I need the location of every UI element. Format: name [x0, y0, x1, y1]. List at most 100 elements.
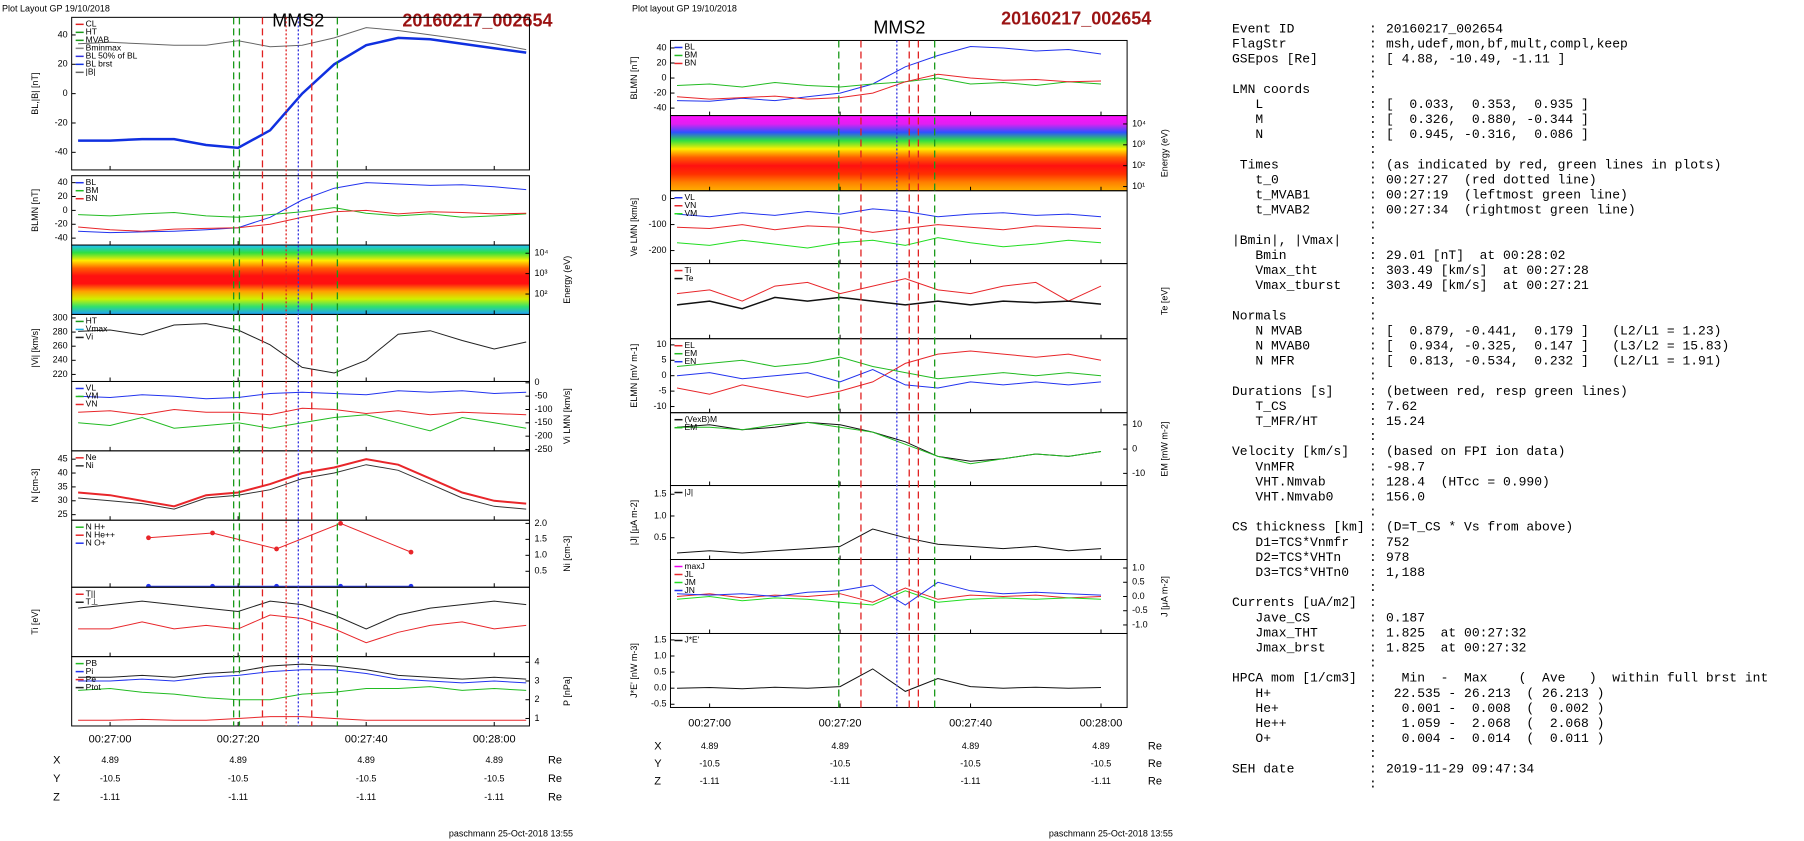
legend-label: Ni	[86, 460, 94, 470]
y-tick-label: 0.0	[1132, 591, 1145, 601]
legend-label: VL	[684, 192, 695, 202]
legend-label: HT	[86, 316, 97, 326]
y-tick-label: 260	[53, 341, 68, 351]
ephemeris-unit: Re	[1148, 758, 1162, 770]
series-line	[78, 36, 527, 150]
y-tick-label: -1.0	[1132, 619, 1148, 629]
series-line	[676, 528, 1102, 554]
x-tick-label: 00:27:00	[688, 718, 731, 730]
ephemeris-value: -1.11	[700, 776, 720, 786]
info-separator: :	[1369, 67, 1377, 82]
info-key: CS thickness [km]	[1232, 520, 1365, 535]
info-value: 0.001 - 0.008 ( 0.002 )	[1386, 701, 1604, 716]
info-value: [ 0.945, -0.316, 0.086 ]	[1386, 127, 1589, 142]
ephemeris-value: 4.89	[831, 741, 849, 751]
y-tick-label: 10	[656, 339, 666, 349]
ephemeris-label: X	[53, 755, 61, 767]
y-tick-label: -40	[55, 233, 68, 243]
y-tick-label: 3	[534, 675, 539, 685]
event-id: 20160217_002654	[1001, 8, 1151, 28]
ephemeris-value: 4.89	[1092, 741, 1110, 751]
legend-label: EM	[684, 422, 697, 432]
legend-label: BL	[86, 177, 97, 187]
series-line	[78, 182, 527, 234]
info-value: 752	[1386, 535, 1409, 550]
ephemeris-value: -10.5	[699, 758, 720, 768]
info-separator: :	[1369, 565, 1377, 580]
series-line	[676, 237, 1102, 249]
series-point	[408, 583, 414, 588]
y-tick-label: 0	[1132, 443, 1137, 453]
y-tick-label: -100	[534, 404, 552, 414]
y-tick-label: 0.0	[654, 683, 667, 693]
series-point	[338, 583, 343, 588]
ephemeris-value: -1.11	[961, 776, 981, 786]
info-separator: :	[1369, 776, 1377, 791]
series-line	[78, 464, 527, 510]
series-line	[78, 686, 527, 701]
legend-label: BM	[684, 50, 697, 60]
panel	[78, 390, 527, 432]
series-point	[210, 530, 215, 536]
footer: paschmann 25-Oct-2018 13:55	[1049, 828, 1173, 838]
y-tick-label: 0.5	[534, 566, 547, 576]
info-separator: :	[1369, 459, 1377, 474]
series-line	[676, 77, 1102, 88]
panel-frame	[669, 632, 1128, 708]
legend-label: BN	[86, 193, 98, 203]
legend-label: |B|	[86, 67, 96, 77]
info-key: O+	[1232, 731, 1271, 746]
info-value: 0.004 - 0.014 ( 0.011 )	[1386, 731, 1604, 746]
info-key: LMN coords	[1232, 82, 1310, 97]
info-separator: :	[1369, 339, 1377, 354]
ephemeris-value: -1.11	[100, 792, 120, 802]
info-separator: :	[1369, 112, 1377, 127]
info-separator: :	[1369, 97, 1377, 112]
series-line	[676, 590, 1102, 606]
ephemeris-value: 4.89	[485, 755, 503, 765]
series-line	[676, 208, 1102, 218]
info-separator: :	[1369, 686, 1377, 701]
info-value: 7.62	[1386, 399, 1417, 414]
legend-label: VM	[86, 391, 99, 401]
info-value: 1.825 at 00:27:32	[1386, 641, 1526, 656]
info-value: (between red, resp green lines)	[1386, 384, 1628, 399]
info-value: 0.187	[1386, 610, 1425, 625]
y-tick-label: -100	[648, 219, 666, 229]
y-tick-label: 45	[58, 454, 68, 464]
ephemeris-label: X	[654, 741, 662, 753]
y-tick-label: 280	[53, 326, 68, 336]
y-tick-label: 40	[656, 42, 666, 52]
info-separator: :	[1369, 21, 1377, 36]
legend-label: Pe	[86, 674, 97, 684]
series-line	[78, 207, 527, 218]
y-tick-label: 0	[661, 193, 666, 203]
y-tick-label: 300	[53, 312, 68, 322]
legend-label: EM	[684, 348, 697, 358]
legend-label: VN	[684, 200, 696, 210]
panel	[78, 663, 527, 721]
info-key: Durations [s]	[1232, 384, 1333, 399]
ephemeris-value: -10.5	[484, 774, 505, 784]
y-axis-label: Ti [eV]	[30, 609, 40, 635]
y-axis-label: BL,|B| [nT]	[30, 73, 40, 115]
panel	[676, 208, 1102, 249]
panel	[676, 278, 1102, 310]
info-separator: :	[1369, 761, 1377, 776]
y-tick-label: 20	[58, 191, 68, 201]
y-axis-label: Energy (eV)	[1159, 129, 1169, 177]
y-axis-label: BLMN [nT]	[629, 57, 639, 100]
y-tick-label: 5	[661, 355, 666, 365]
y-tick-label: -10	[1132, 468, 1145, 478]
info-separator: :	[1369, 308, 1377, 323]
panel	[78, 323, 527, 374]
x-tick-label: 00:28:00	[1080, 718, 1123, 730]
header: Plot layout GP 19/10/2018	[632, 3, 737, 13]
info-separator: :	[1369, 656, 1377, 671]
legend-label: |J|	[684, 487, 693, 497]
info-separator: :	[1369, 746, 1377, 761]
series-point	[146, 583, 151, 588]
series-line	[78, 323, 527, 374]
info-separator: :	[1369, 142, 1377, 157]
